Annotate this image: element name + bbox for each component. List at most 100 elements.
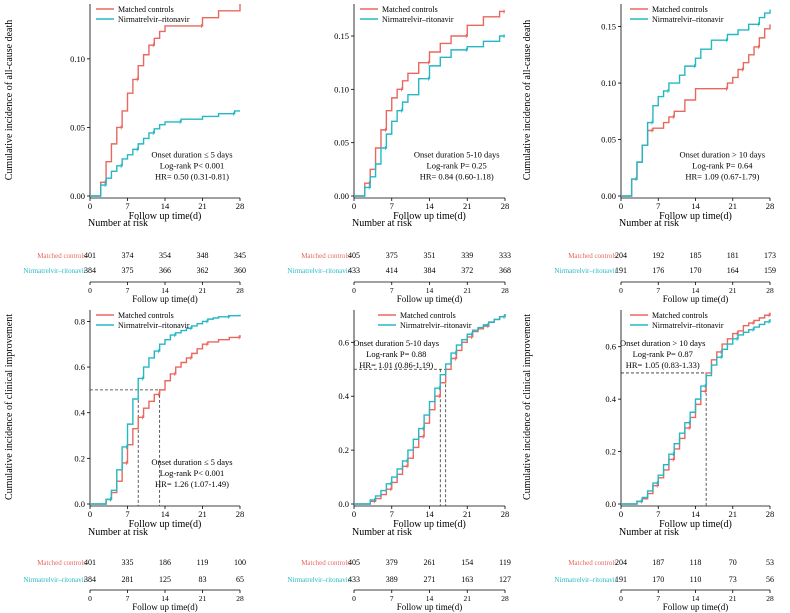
x-tick-label: 0 <box>619 201 623 211</box>
risk-cell: 362 <box>197 266 209 275</box>
risk-axis-tick-label: 28 <box>766 286 774 295</box>
risk-cell: 170 <box>652 575 664 584</box>
risk-cell: 204 <box>615 558 627 567</box>
risk-cell: 335 <box>122 558 134 567</box>
risk-cell: 110 <box>690 575 702 584</box>
y-tick-label: 0.0 <box>338 499 349 509</box>
annotation-text: HR= 0.84 (0.60-1.18) <box>420 172 494 182</box>
risk-cell: 360 <box>234 266 246 275</box>
series-line-nirmatrelvir-ritonavir <box>90 314 241 505</box>
x-axis-title: Follow up time(d) <box>129 211 202 222</box>
x-tick-label: 7 <box>656 509 660 519</box>
y-tick-label: 0.6 <box>74 362 85 372</box>
x-tick-label: 14 <box>161 201 170 211</box>
risk-cell: 405 <box>348 251 360 260</box>
y-tick-label: 0.00 <box>334 191 349 201</box>
risk-cell: 379 <box>386 558 398 567</box>
y-tick-label: 0.2 <box>605 447 616 457</box>
x-tick-label: 21 <box>729 509 738 519</box>
x-tick-label: 7 <box>390 509 394 519</box>
series-line-matched-controls <box>354 10 505 197</box>
y-tick-label: 0.15 <box>334 31 349 41</box>
x-tick-label: 21 <box>729 201 738 211</box>
x-tick-label: 0 <box>619 509 623 519</box>
risk-cell: 53 <box>766 558 774 567</box>
y-tick-label: 0.0 <box>605 499 616 509</box>
risk-cell: 348 <box>197 251 209 260</box>
risk-cell: 366 <box>159 266 171 275</box>
risk-cell: 414 <box>386 266 398 275</box>
y-tick-label: 0.6 <box>338 337 349 347</box>
y-tick-label: 0.00 <box>601 191 616 201</box>
y-tick-label: 0.4 <box>74 408 85 418</box>
risk-cell: 176 <box>652 266 664 275</box>
y-tick-label: 0.10 <box>70 54 85 64</box>
km-panel-3: 0.00 0.05 0.10 0.15 0 7 14 21 28 Follow up time(d… <box>522 4 776 304</box>
risk-axis-tick-label: 21 <box>199 286 207 295</box>
y-tick-label: 0.4 <box>605 394 616 404</box>
km-panel-5: 0.0 0.2 0.4 0.6 0 7 14 21 28 Follow up time(d) Mat… <box>287 310 511 612</box>
legend-label: Matched controls <box>118 311 174 320</box>
risk-axis-title: Follow up time(d) <box>397 294 463 304</box>
risk-cell: 170 <box>690 266 702 275</box>
x-tick-label: 28 <box>766 509 775 519</box>
risk-cell: 181 <box>727 251 739 260</box>
risk-axis-tick-label: 7 <box>656 286 660 295</box>
x-tick-label: 28 <box>501 509 510 519</box>
y-tick-label: 0.8 <box>74 316 85 326</box>
x-tick-label: 28 <box>501 201 510 211</box>
annotation-text: Onset duration > 10 days <box>620 338 706 348</box>
risk-cell: 271 <box>424 575 436 584</box>
risk-table-heading: Number at risk <box>352 218 412 229</box>
risk-cell: 163 <box>461 575 473 584</box>
risk-cell: 100 <box>234 558 246 567</box>
risk-row-label: Matched controls <box>301 252 350 260</box>
risk-cell: 118 <box>690 558 702 567</box>
risk-axis-tick-label: 0 <box>88 594 92 603</box>
x-tick-label: 7 <box>125 201 129 211</box>
risk-table-heading: Number at risk <box>352 527 412 538</box>
y-axis-title: Cumulative incidence of all-cause death <box>4 20 15 181</box>
x-tick-label: 21 <box>198 509 207 519</box>
annotation-text: HR= 1.09 (0.67-1.79) <box>685 172 759 182</box>
risk-cell: 401 <box>84 251 96 260</box>
annotation-text: Onset duration 5-10 days <box>414 150 500 160</box>
risk-table-heading: Number at risk <box>88 218 148 229</box>
risk-cell: 154 <box>461 558 473 567</box>
risk-cell: 73 <box>729 575 737 584</box>
risk-row-label: Nirmatrelvir–ritonavir <box>287 267 350 275</box>
risk-axis-tick-label: 7 <box>656 594 660 603</box>
risk-axis-tick-label: 14 <box>692 286 700 295</box>
legend-label: Nirmatrelvir–ritonavir <box>118 321 190 330</box>
risk-axis-tick-label: 14 <box>161 286 169 295</box>
risk-axis-tick-label: 21 <box>199 594 207 603</box>
risk-cell: 191 <box>615 575 627 584</box>
risk-axis-tick-label: 14 <box>161 594 169 603</box>
x-tick-label: 28 <box>236 509 245 519</box>
legend-label: Matched controls <box>652 311 708 320</box>
annotation-text: HR= 0.50 (0.31-0.81) <box>155 172 229 182</box>
y-tick-label: 0.15 <box>601 22 616 32</box>
risk-cell: 333 <box>499 251 511 260</box>
risk-axis-title: Follow up time(d) <box>663 602 729 612</box>
risk-axis-tick-label: 0 <box>352 286 356 295</box>
x-axis-title: Follow up time(d) <box>129 519 202 530</box>
risk-cell: 351 <box>424 251 436 260</box>
risk-row-label: Nirmatrelvir–ritonavir <box>23 576 86 584</box>
risk-table-heading: Number at risk <box>619 218 679 229</box>
y-tick-label: 0.05 <box>334 138 349 148</box>
x-tick-label: 28 <box>766 201 775 211</box>
risk-cell: 119 <box>499 558 511 567</box>
risk-cell: 384 <box>424 266 436 275</box>
y-axis-title: Cumulative incidence of clinical improve… <box>4 314 15 500</box>
legend-label: Matched controls <box>382 5 438 14</box>
legend-label: Nirmatrelvir–ritonavir <box>400 321 472 330</box>
series-line-matched-controls <box>90 4 241 197</box>
x-axis-title: Follow up time(d) <box>659 519 732 530</box>
risk-axis-tick-label: 28 <box>501 286 509 295</box>
risk-axis-tick-label: 0 <box>619 286 623 295</box>
risk-table-heading: Number at risk <box>619 527 679 538</box>
series-line-nirmatrelvir-ritonavir <box>354 314 506 505</box>
y-tick-label: 0.2 <box>74 453 85 463</box>
y-tick-label: 0.6 <box>605 342 616 352</box>
